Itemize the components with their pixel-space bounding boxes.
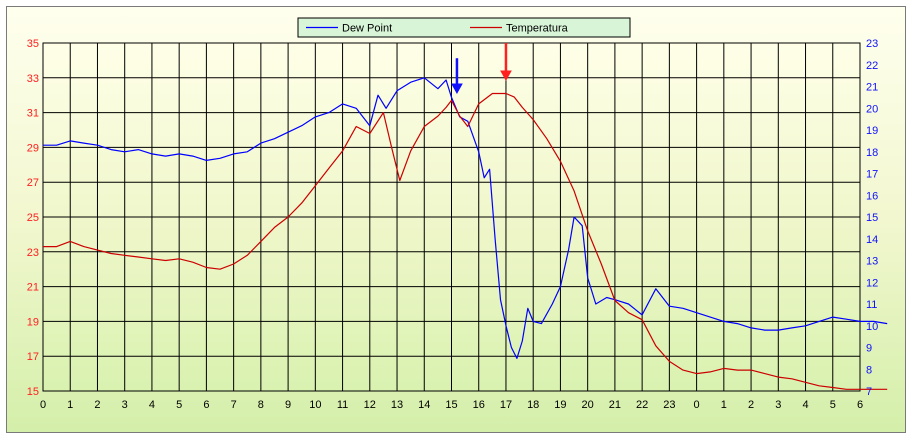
- annotation-arrow-1: [500, 43, 512, 82]
- legend-label-dew-point: Dew Point: [342, 23, 392, 35]
- left-axis-tick-label: 17: [27, 351, 39, 363]
- x-axis-tick-label: 20: [582, 399, 594, 411]
- right-axis-tick-label: 18: [866, 147, 878, 159]
- x-axis-tick-label: 17: [500, 399, 512, 411]
- x-axis-tick-label: 5: [176, 399, 182, 411]
- right-axis-tick-labels: 7 8 9 10 11 12 13 14 15 16 17 18 19 20 21 22 23: [866, 38, 878, 398]
- annotation-arrow-0: [451, 58, 463, 95]
- series-lines: [43, 77, 888, 390]
- x-axis-tick-label: 0: [40, 399, 46, 411]
- left-axis-tick-label: 35: [27, 38, 39, 50]
- x-axis-tick-label: 14: [418, 399, 430, 411]
- x-axis-tick-label: 2: [748, 399, 754, 411]
- x-axis-tick-label: 4: [149, 399, 155, 411]
- annotation-arrows: [451, 43, 512, 95]
- right-axis-tick-label: 15: [866, 212, 878, 224]
- left-axis-tick-label: 21: [27, 282, 39, 294]
- gridlines: [42, 42, 861, 392]
- x-axis-tick-label: 6: [203, 399, 209, 411]
- right-axis-tick-label: 9: [866, 343, 872, 355]
- left-axis-tick-label: 27: [27, 177, 39, 189]
- x-axis-tick-label: 16: [473, 399, 485, 411]
- right-axis-tick-label: 16: [866, 190, 878, 202]
- left-axis-tick-labels: 15 17 19 21 23 25 27 29 31 33 35: [27, 38, 39, 398]
- x-axis-tick-label: 22: [636, 399, 648, 411]
- x-axis-tick-label: 7: [231, 399, 237, 411]
- left-axis-tick-label: 23: [27, 247, 39, 259]
- plot-border: [42, 42, 861, 392]
- x-axis-tick-label: 5: [830, 399, 836, 411]
- series-line-temperatura: [43, 92, 888, 390]
- series-line-dew-point: [43, 77, 888, 359]
- legend: Dew Point Temperatura: [297, 17, 631, 38]
- right-axis-tick-label: 13: [866, 256, 878, 268]
- right-axis-tick-label: 7: [866, 386, 872, 398]
- x-axis-tick-label: 15: [445, 399, 457, 411]
- x-axis-tick-label: 3: [122, 399, 128, 411]
- x-axis-tick-label: 21: [609, 399, 621, 411]
- x-axis-tick-label: 12: [364, 399, 376, 411]
- x-axis-tick-label: 23: [663, 399, 675, 411]
- x-axis-tick-label: 19: [554, 399, 566, 411]
- left-axis-tick-label: 15: [27, 386, 39, 398]
- left-axis-tick-label: 33: [27, 73, 39, 85]
- right-axis-tick-label: 10: [866, 321, 878, 333]
- x-axis-tick-label: 3: [775, 399, 781, 411]
- right-axis-tick-label: 20: [866, 103, 878, 115]
- x-axis-tick-label: 1: [67, 399, 73, 411]
- x-axis-tick-label: 18: [527, 399, 539, 411]
- x-axis-tick-label: 6: [857, 399, 863, 411]
- left-axis-tick-label: 29: [27, 142, 39, 154]
- right-axis-tick-label: 12: [866, 277, 878, 289]
- x-axis-tick-label: 9: [285, 399, 291, 411]
- right-axis-tick-label: 8: [866, 364, 872, 376]
- right-axis-tick-label: 23: [866, 38, 878, 50]
- x-axis-tick-label: 13: [391, 399, 403, 411]
- right-axis-tick-label: 11: [866, 299, 877, 311]
- x-axis-tick-label: 1: [721, 399, 727, 411]
- x-axis-tick-labels: 0 1 2 3 4 5 6 7 8 9 10 11 12 13 14 15 16 17 18 19 20 21 22 23 0 1…: [40, 399, 863, 411]
- right-axis-tick-label: 17: [866, 169, 878, 181]
- right-axis-tick-label: 19: [866, 125, 878, 137]
- legend-label-temperatura: Temperatura: [506, 23, 569, 35]
- x-axis-tick-label: 10: [309, 399, 321, 411]
- x-axis-tick-label: 11: [337, 399, 348, 411]
- right-axis-tick-label: 14: [866, 234, 878, 246]
- x-axis-tick-label: 0: [694, 399, 700, 411]
- x-axis-tick-label: 8: [258, 399, 264, 411]
- right-axis-tick-label: 21: [866, 82, 878, 94]
- left-axis-tick-label: 31: [27, 108, 39, 120]
- right-axis-tick-label: 22: [866, 60, 878, 72]
- left-axis-tick-label: 25: [27, 212, 39, 224]
- x-axis-tick-label: 2: [94, 399, 100, 411]
- left-axis-tick-label: 19: [27, 316, 39, 328]
- x-axis-tick-label: 4: [802, 399, 808, 411]
- legend-box: [297, 17, 631, 38]
